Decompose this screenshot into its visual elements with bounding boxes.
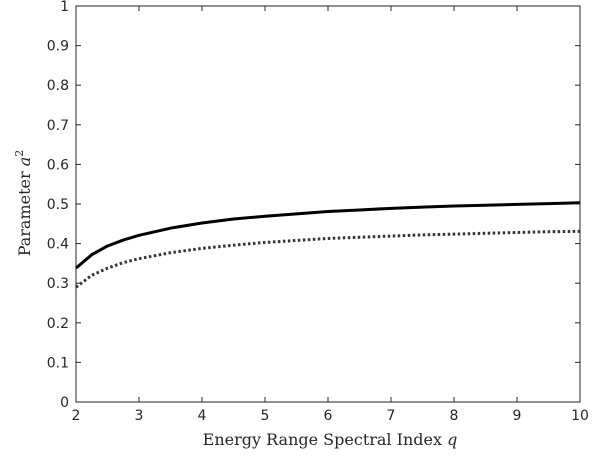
y-tick-label: 0.3 [47,276,69,292]
tick-labels: 2 3 4 5 6 7 8 9 10 0 0.1 0.2 0.3 0.4 0.5 0.6 0.7 0.8 0.9 1 [47,0,589,424]
x-tick-label: 6 [324,408,333,424]
series-2-line [75,229,581,289]
series-layer [75,201,581,289]
x-tick-label: 9 [513,408,522,424]
y-axis-label: Parameter a2 [13,150,34,257]
x-tick-label: 3 [135,408,144,424]
y-tick-label: 0.5 [47,197,69,213]
y-tick-label: 0.4 [47,237,69,253]
y-tick-label: 0.9 [47,39,69,55]
y-tick-label: 0 [60,395,69,411]
x-tick-label: 10 [571,408,589,424]
x-tick-label: 8 [450,408,459,424]
y-tick-label: 0.2 [47,316,69,332]
x-tick-label: 4 [198,408,207,424]
ticks-layer [75,5,581,403]
series-1-line [75,201,581,270]
x-tick-label: 5 [261,408,270,424]
y-tick-label: 0.8 [47,78,69,94]
y-tick-label: 1 [60,0,69,15]
x-axis-label: Energy Range Spectral Index q [203,430,458,449]
x-tick-label: 2 [72,408,81,424]
y-tick-label: 0.6 [47,157,69,173]
y-tick-label: 0.1 [47,355,69,371]
y-tick-label: 0.7 [47,118,69,134]
x-tick-label: 7 [387,408,396,424]
